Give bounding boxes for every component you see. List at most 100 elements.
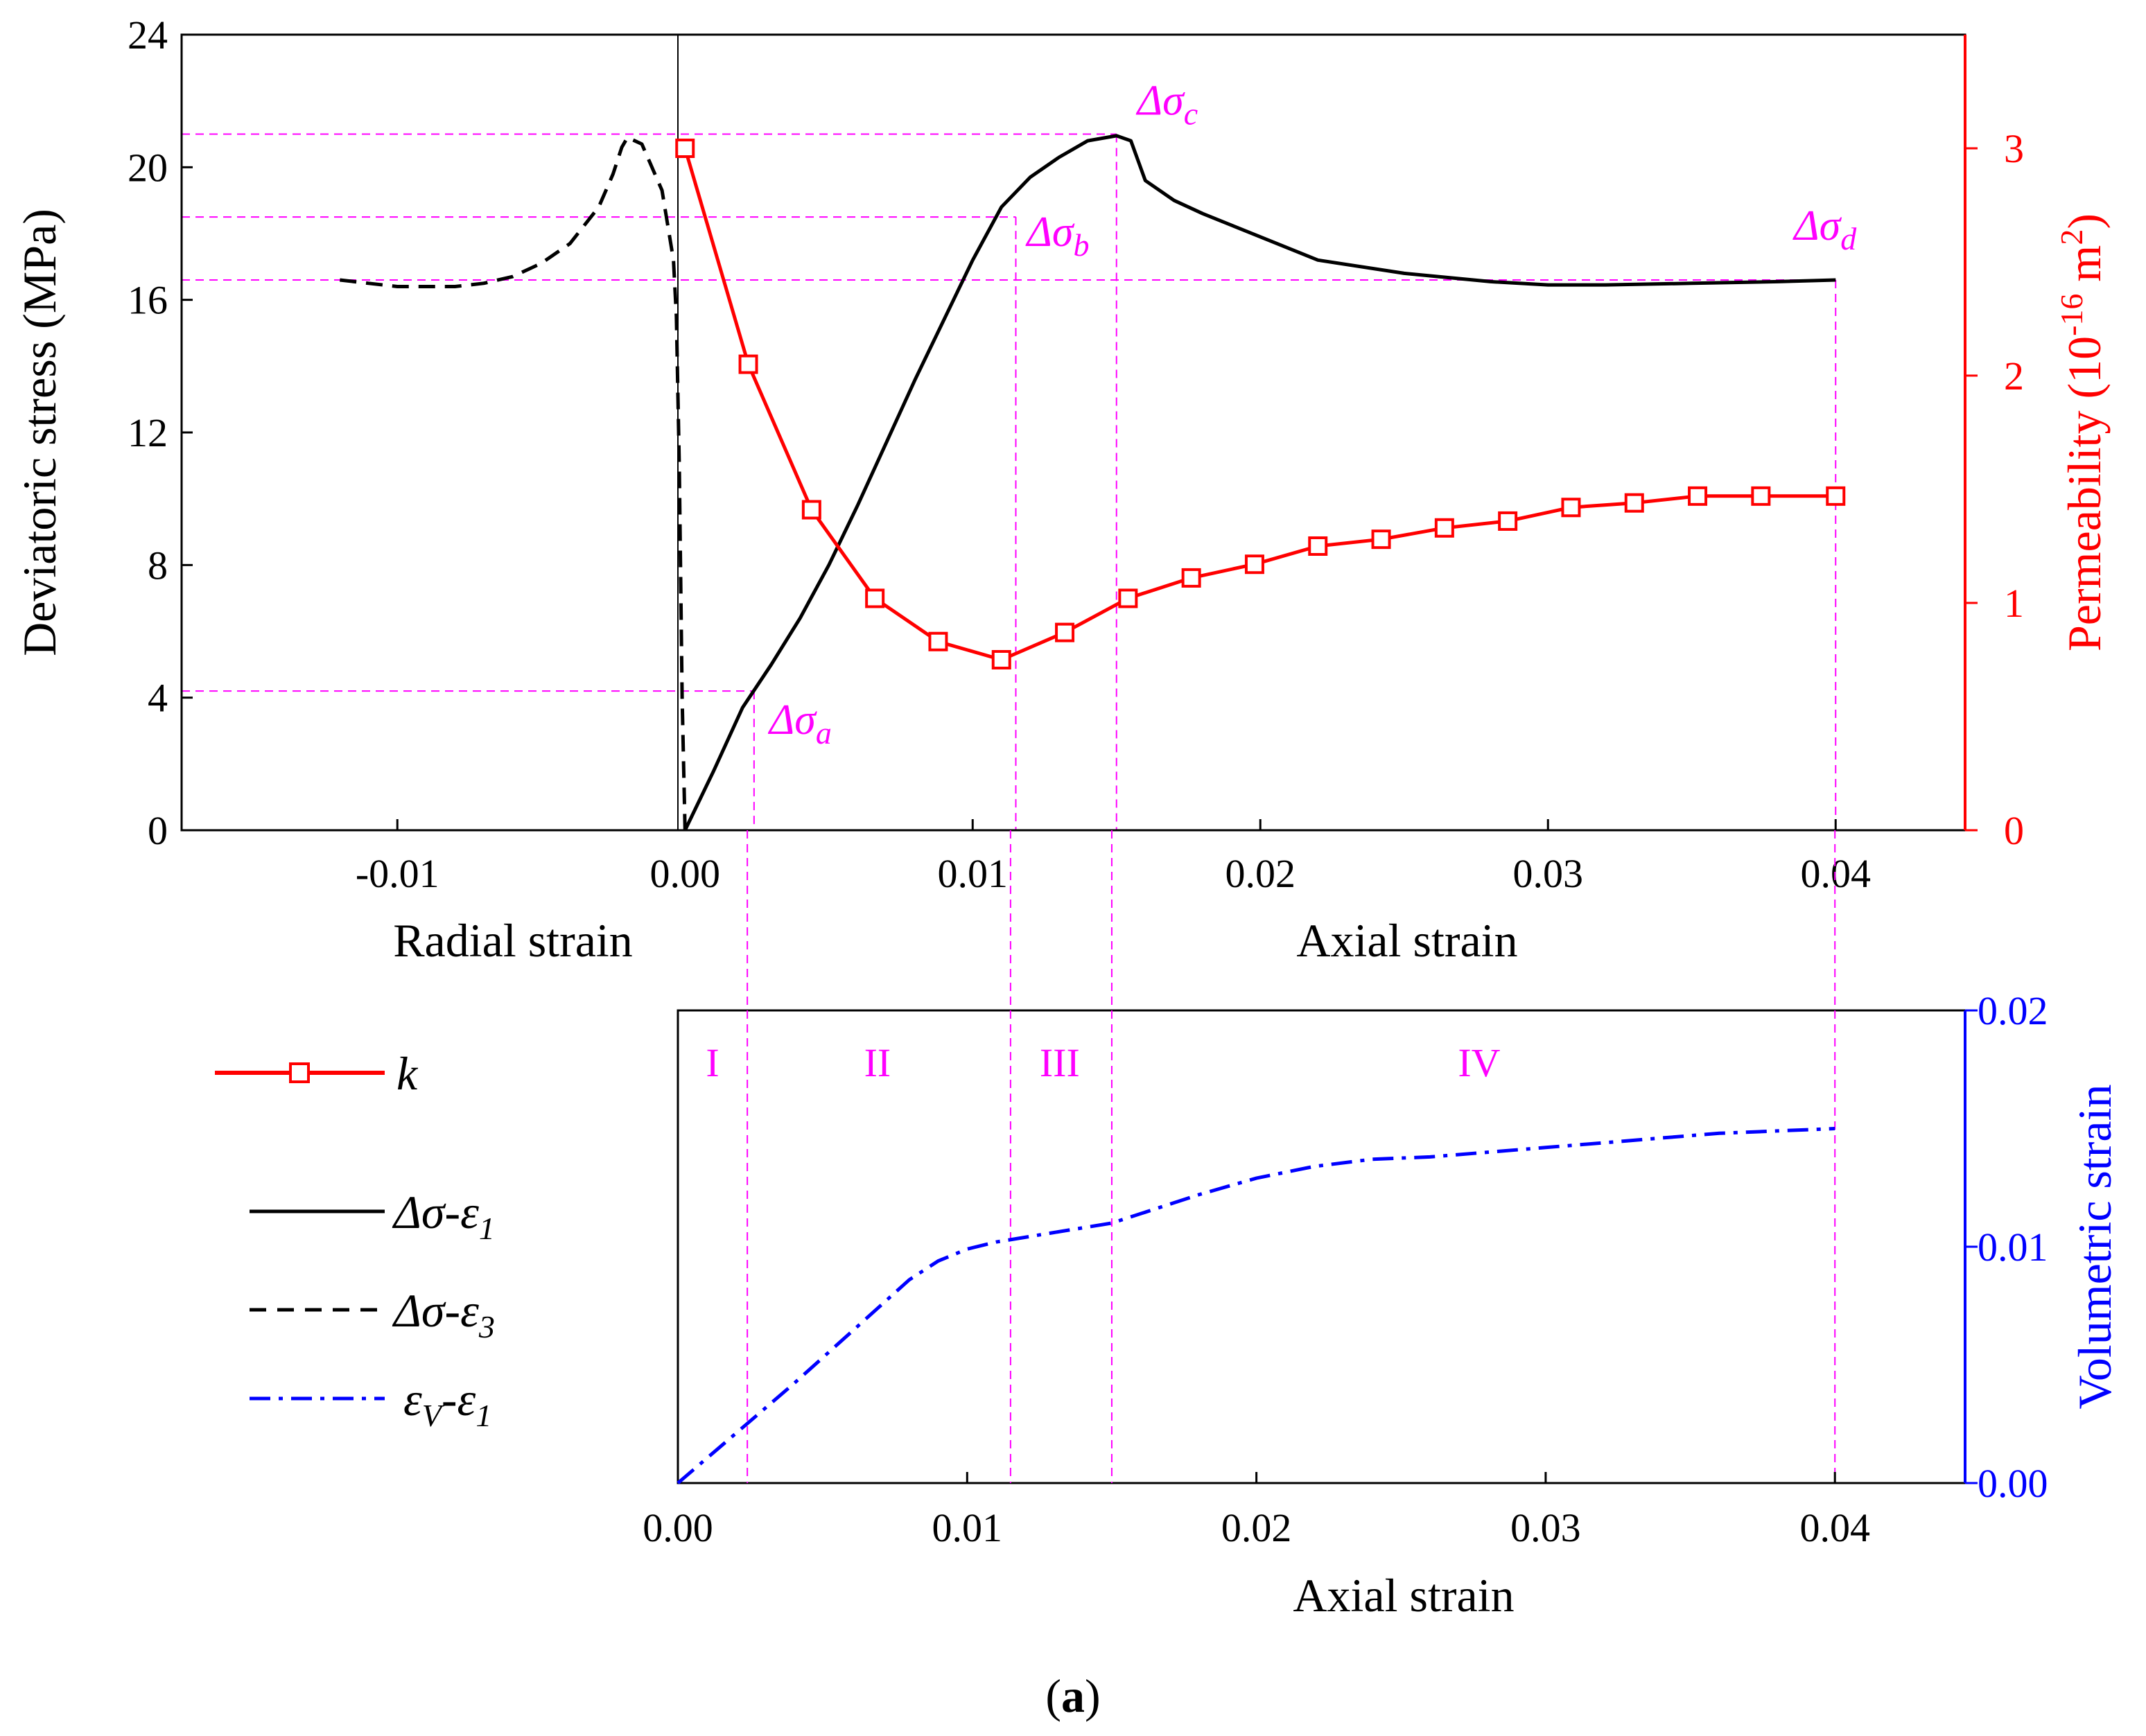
k-marker [1055,622,1075,642]
stress-annotation-b: Δσb [1025,209,1090,263]
top-ytick-label: 4 [148,676,168,721]
bottom-y2label: Volumetric strain [2068,1085,2121,1410]
figure-caption: (a) [1045,1669,1100,1722]
legend-item-ev: εV-ε1 [250,1373,491,1433]
k-marker [928,631,948,651]
top-xtick-label: 0.00 [650,851,721,896]
bottom-chart: 0.00 0.01 0.02 0.03 0.04 0.000.010.02 I II III… [643,830,2121,1622]
legend-ev-sub: V [422,1398,445,1433]
k-marker [1118,588,1138,608]
series-line-Δσ-ε3 [340,135,687,831]
k-marker [1371,529,1391,550]
k-marker [1181,568,1201,588]
stress-annotation-a: Δσa [767,696,832,751]
stage-label: III [1040,1040,1080,1085]
k-marker [1308,536,1328,556]
legend-ev-text: ε [403,1373,422,1426]
top-y-ticks: 0 4 8 12 16 20 24 [128,12,193,853]
k-marker [1624,493,1644,513]
k-marker [675,139,695,158]
top-guide-lines [182,133,1837,830]
k-marker [1826,486,1846,506]
top-ytick-label: 0 [148,808,168,853]
legend-item-k: k [215,1047,419,1100]
caption-open: ( [1045,1669,1061,1722]
k-marker [738,354,758,374]
top-ytick-label: 16 [128,278,168,323]
top-y2tick-label: 3 [2004,126,2024,171]
stress-annotation-d: Δσd [1792,202,1857,256]
top-plot-frame [180,33,1966,832]
k-marker [1751,486,1771,506]
bottom-series [677,1127,1835,1484]
legend-ev-text2: -ε [442,1373,476,1426]
bottom-y2-ticks: 0.00 0.01 0.02 [1965,988,2048,1506]
bottom-y2tick-label: 0.02 [1978,988,2048,1033]
top-y2tick-label: 1 [2004,581,2024,626]
top-ytick-label: 20 [128,145,168,190]
top-xtick-label: 0.02 [1225,851,1296,896]
series-line-Δσ-ε1 [683,134,1836,832]
k-marker [1688,486,1708,506]
top-y2tick-label: 2 [2004,353,2024,398]
stage-label: IV [1458,1040,1500,1085]
top-xtick-label: 0.03 [1513,851,1584,896]
top-xtick-label: -0.01 [356,851,439,896]
y2label-sup2: 2 [2054,229,2089,245]
top-series [340,134,1846,832]
bottom-x-ticks: 0.00 0.01 0.02 0.03 0.04 [643,1472,1870,1550]
annotation-subscript: b [1073,227,1089,263]
bottom-xtick-label: 0.02 [1221,1505,1292,1550]
bottom-xtick-label: 0.03 [1510,1505,1581,1550]
k-marker [1498,511,1518,531]
legend: k Δσ-ε1 Δσ-ε3 εV-ε1 [215,1047,495,1433]
series-line-volumetric [677,1127,1835,1484]
top-ytick-label: 12 [128,410,168,455]
legend-k-label: k [396,1047,419,1100]
y2label-close: ) [2058,213,2111,229]
bottom-y2tick-label: 0.01 [1978,1225,2048,1270]
legend-ev-sub2: 1 [476,1398,491,1433]
series-line-k [683,148,1836,662]
bottom-xtick-label: 0.00 [643,1505,713,1550]
top-ytick-label: 24 [128,12,168,58]
bottom-xlabel: Axial strain [1293,1569,1514,1622]
top-xtick-label: 0.04 [1801,851,1872,896]
legend-ds1-sub: 1 [479,1211,495,1246]
bottom-xtick-label: 0.01 [932,1505,1003,1550]
top-y2tick-label: 0 [2004,808,2024,853]
top-xtick-label: 0.01 [938,851,1009,896]
top-xlabel-right: Axial strain [1296,914,1517,967]
caption-letter: a [1061,1669,1085,1722]
annotation-subscript: a [816,715,832,751]
bottom-xtick-label: 0.04 [1799,1505,1870,1550]
legend-item-ds1: Δσ-ε1 [250,1186,495,1246]
legend-item-ds3: Δσ-ε3 [250,1284,495,1344]
annotation-subscript: c [1184,96,1198,132]
annotation-symbol: Δσ [1135,78,1185,125]
annotation-symbol: Δσ [767,696,817,744]
top-y2label: Permeability (10-16 m2) [2054,213,2111,651]
k-marker [1561,498,1581,518]
bottom-guide-lines [747,830,1836,1483]
caption-close: ) [1085,1669,1101,1722]
annotation-subscript: d [1840,221,1857,256]
legend-k-marker [289,1062,310,1083]
y2label-unit: m [2058,245,2111,294]
annotation-symbol: Δσ [1792,202,1842,249]
top-y2-ticks: 0 1 2 3 [1965,126,2024,853]
legend-ds1-label: Δσ-ε1 [392,1186,495,1246]
y2label-sup: -16 [2054,294,2089,336]
annotation-symbol: Δσ [1025,209,1075,256]
top-x-ticks: -0.01 0.00 0.01 0.02 0.03 0.04 [356,819,1871,896]
legend-ds1-text: Δσ-ε [392,1186,479,1238]
k-marker [1434,518,1454,538]
legend-ds3-text: Δσ-ε [392,1284,479,1337]
k-marker [865,588,885,608]
bottom-y2tick-label: 0.00 [1978,1461,2048,1506]
top-xlabel-left: Radial strain [393,914,633,967]
legend-ev-label: εV-ε1 [403,1373,491,1433]
